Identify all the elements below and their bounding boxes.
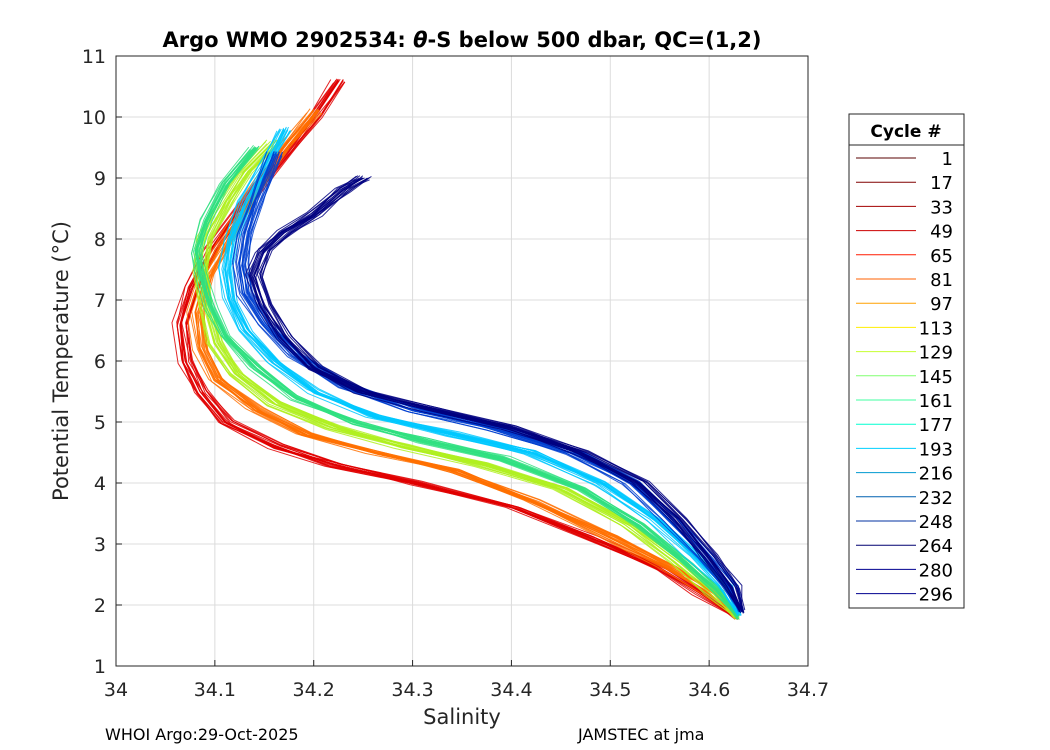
legend-label: 17 [930,173,953,194]
legend-label: 65 [930,246,953,267]
series-line [256,177,743,611]
series-line [228,127,742,613]
x-tick-label: 34.7 [787,679,829,701]
y-tick-label: 9 [94,168,106,190]
x-axis-label: Salinity [423,705,501,729]
legend-label: 49 [930,222,953,243]
legend-label: 145 [919,367,953,388]
x-tick-label: 34.3 [391,679,433,701]
series-line [261,175,746,611]
series-line [232,151,741,613]
legend-label: 296 [919,585,953,606]
y-tick-label: 7 [94,290,106,312]
y-tick-label: 2 [94,595,106,617]
series-line [217,128,737,614]
y-tick-label: 11 [82,46,106,68]
x-tick-label: 34.1 [194,679,236,701]
series-group [190,144,741,620]
footer-source-date: WHOI Argo:29-Oct-2025 [105,725,299,744]
series-group [244,175,746,614]
title-prefix: Argo WMO 2902534: [162,28,413,52]
y-tick-label: 8 [94,229,106,251]
data-series-layer [171,78,746,620]
legend-label: 280 [919,560,953,581]
series-line [244,155,742,610]
legend-label: 161 [919,391,953,412]
footer-attribution: JAMSTEC at jma [578,725,705,744]
series-line [224,129,738,615]
legend-label: 193 [919,439,953,460]
legend-label: 113 [919,318,953,339]
series-line [241,151,743,611]
legend: Cycle # 1 17 33 49 65 81 97 113 129 145 161 177 193 2… [848,113,965,609]
series-line [204,139,740,619]
legend-label: 81 [930,270,953,291]
y-axis-label: Potential Temperature (°C) [49,221,73,501]
legend-box [848,113,965,609]
legend-entries: 1 17 33 49 65 81 97 113 129 145 161 177 193 216 232 248… [856,149,953,606]
series-line [247,151,743,611]
legend-label: 177 [919,415,953,436]
series-line [200,145,739,619]
series-line [250,179,743,612]
y-tick-label: 6 [94,351,106,373]
x-tick-label: 34 [104,679,128,701]
title-theta-symbol: θ [413,28,427,52]
y-tick-label: 5 [94,412,106,434]
legend-title: Cycle # [870,122,941,142]
title-suffix: -S below 500 dbar, QC=(1,2) [428,28,762,52]
series-line [186,112,736,618]
series-group [217,126,742,617]
series-line [224,128,740,615]
legend-label: 33 [930,197,953,218]
axis-ticks: 34 34.1 34.2 34.3 34.4 34.5 34.6 34.71234567891… [82,46,829,701]
legend-label: 97 [930,294,953,315]
legend-label: 248 [919,512,953,533]
x-tick-label: 34.5 [589,679,631,701]
series-line [188,108,736,616]
y-tick-label: 1 [94,656,106,678]
legend-label: 232 [919,488,953,509]
series-line [194,147,739,618]
legend-label: 129 [919,343,953,364]
x-tick-label: 34.6 [688,679,730,701]
series-line [201,142,737,618]
series-line [248,152,744,610]
series-line [250,178,741,613]
legend-label: 1 [942,149,953,170]
series-line [235,154,742,610]
x-tick-label: 34.4 [490,679,532,701]
series-line [253,177,743,612]
chart-title: Argo WMO 2902534: θ-S below 500 dbar, QC… [162,28,761,52]
x-tick-label: 34.2 [293,679,335,701]
y-tick-label: 4 [94,473,106,495]
legend-label: 216 [919,464,953,485]
y-tick-label: 3 [94,534,106,556]
series-line [259,177,743,613]
series-line [199,140,738,618]
y-tick-label: 10 [82,107,106,129]
series-line [190,149,740,617]
legend-label: 264 [919,536,953,557]
